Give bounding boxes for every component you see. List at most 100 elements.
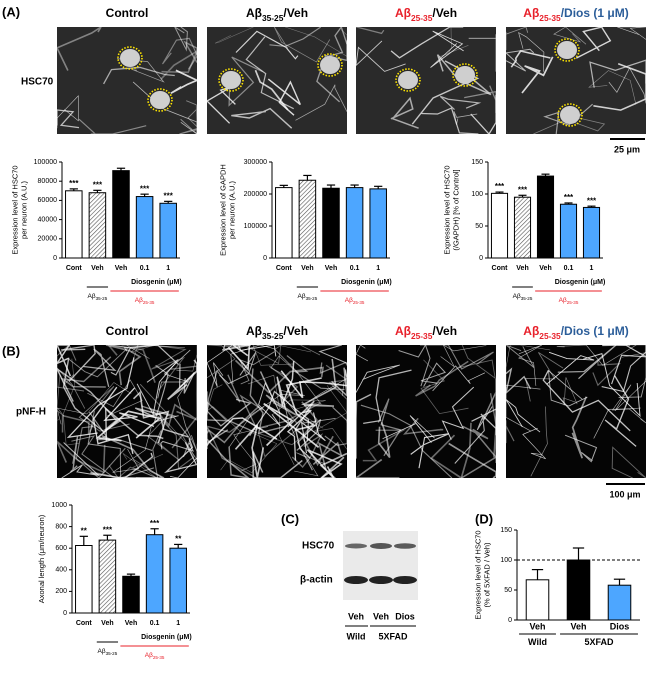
neurite: [542, 370, 631, 432]
neurite: [382, 415, 435, 443]
significance: ***: [495, 182, 505, 191]
y-tick-label: 400: [55, 567, 67, 574]
neurite: [56, 109, 80, 129]
rich-label: Aβ25-35/Veh: [395, 324, 457, 341]
scale-label: 25 μm: [614, 144, 640, 154]
neurite: [257, 428, 314, 458]
y-tick-label: 0: [263, 255, 267, 262]
neurite: [132, 390, 170, 444]
neurite: [206, 369, 241, 415]
bar: [490, 192, 509, 259]
label-part: 25-35: [353, 300, 365, 305]
rich-label: Aβ25-35: [135, 297, 155, 305]
neurite: [206, 417, 278, 446]
x-tick-label: Veh: [125, 620, 137, 627]
neurite: [525, 352, 564, 402]
band: [344, 576, 368, 584]
neurite: [280, 370, 348, 399]
neurite: [55, 26, 102, 71]
neurite: [252, 451, 303, 479]
neurite: [243, 344, 282, 365]
label-part: 25-35: [153, 655, 165, 660]
neurite: [355, 40, 406, 72]
bar: [112, 170, 130, 259]
neurite: [505, 26, 529, 51]
significance: ***: [564, 193, 574, 202]
neurite: [163, 438, 198, 474]
x-tick-label: 1: [166, 265, 170, 272]
neurite: [170, 69, 200, 95]
neurite: [553, 26, 587, 45]
neurite: [489, 393, 497, 463]
neurite: [235, 30, 299, 60]
neurite: [468, 34, 497, 72]
significance: ***: [587, 196, 597, 205]
y-tick-label: 150: [471, 159, 483, 166]
soma: [221, 71, 241, 89]
neurite: [87, 379, 143, 417]
neurite: [173, 25, 188, 52]
bar: [582, 206, 601, 259]
x-tick-label: Veh: [570, 621, 586, 631]
micrograph: [506, 345, 646, 478]
neurite: [410, 433, 450, 469]
y-axis-label: per neuron (A.U.): [227, 181, 236, 239]
neurite: [453, 111, 478, 125]
neurite: [377, 421, 391, 458]
neurite: [231, 107, 293, 129]
rich-label: 5XFAD: [584, 637, 614, 647]
label-part: 25-35: [411, 331, 433, 341]
neurite: [390, 26, 464, 59]
bar: [135, 196, 154, 259]
neurite: [90, 452, 154, 479]
soma: [320, 56, 340, 74]
label-part: 35-25: [96, 296, 108, 301]
label-part: Aβ: [98, 648, 106, 655]
label-part: Aβ: [559, 297, 567, 304]
bar: [65, 190, 83, 259]
neurite: [206, 345, 232, 387]
neurite: [522, 427, 546, 460]
neurite: [153, 364, 179, 423]
label-part: Wild: [528, 637, 547, 647]
neurite: [504, 367, 532, 395]
neurite: [106, 343, 156, 383]
neurite: [105, 344, 142, 386]
label-part: Aβ: [395, 324, 411, 338]
x-tick-label: Veh: [539, 265, 551, 272]
rich-label: Aβ25-35/Veh: [395, 6, 457, 23]
neurite: [608, 67, 647, 104]
label-part: Aβ: [145, 652, 153, 659]
y-axis-label: (% of 5XFAD / Veh): [482, 542, 491, 608]
neurite: [219, 352, 257, 385]
blot: [343, 531, 418, 600]
neurite: [70, 436, 79, 473]
significance: ***: [150, 519, 160, 528]
neurite: [530, 406, 548, 477]
label-part: Aβ: [246, 324, 262, 338]
rich-label: Aβ25-35: [145, 652, 165, 660]
neurite: [78, 385, 130, 432]
neurite: [259, 371, 297, 416]
y-tick-label: 100: [471, 191, 483, 198]
rich-label: Aβ35-25: [513, 293, 533, 301]
significance: ***: [69, 179, 79, 188]
neurite: [291, 433, 324, 469]
neurite: [592, 360, 621, 387]
neurite: [267, 78, 301, 116]
neurite: [547, 369, 588, 407]
bar: [298, 179, 317, 259]
neurite: [88, 411, 153, 452]
label-part: 35-25: [106, 651, 118, 656]
x-tick-label: Veh: [101, 620, 113, 627]
neurite: [249, 368, 287, 435]
neurite: [331, 367, 348, 398]
neurite: [505, 399, 541, 433]
scale-label: 100 μm: [609, 489, 640, 499]
neurite: [398, 343, 431, 387]
y-tick-label: 40000: [38, 216, 58, 223]
label-part: /Dios (1 μM): [561, 6, 629, 20]
neurite: [564, 434, 598, 463]
label-part: /Veh: [283, 6, 308, 20]
neurite: [167, 359, 198, 401]
